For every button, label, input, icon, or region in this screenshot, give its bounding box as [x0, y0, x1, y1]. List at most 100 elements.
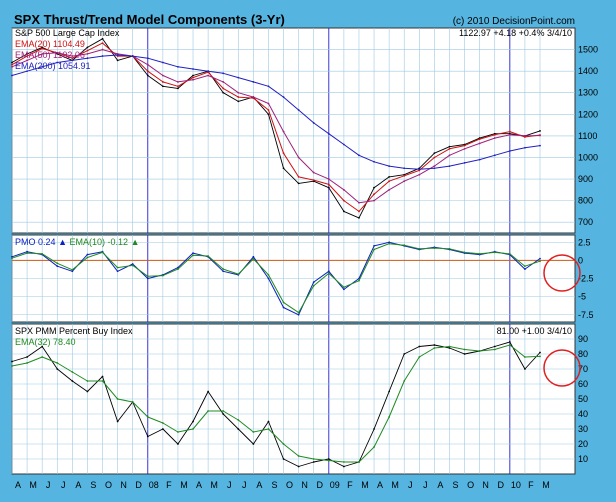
- data-point-pmm-ema-32: [207, 410, 210, 412]
- data-point-price-ema-200: [41, 65, 44, 68]
- data-point-pmm-ema-32: [41, 356, 44, 358]
- y-tick-label-pmm: 20: [578, 439, 588, 449]
- data-point-price-ema-200: [403, 167, 406, 170]
- data-point-price-ema-50: [418, 173, 421, 176]
- y-tick-label-price: 900: [578, 174, 593, 184]
- data-point-pmm-ema-32: [297, 455, 300, 457]
- data-point-pmo-pmo: [192, 252, 194, 255]
- data-point-pmm-spx-pmm-percent-buy-index: [312, 461, 315, 463]
- data-point-pmm-spx-pmm-percent-buy-index: [101, 375, 104, 378]
- ema200-value: 1054.91: [58, 61, 91, 71]
- data-point-pmo-pmo: [86, 253, 89, 256]
- data-point-pmo-ema-10: [131, 264, 134, 267]
- pmo-up-arrow-icon: ▲: [58, 237, 67, 247]
- data-point-pmo-pmo: [524, 268, 526, 270]
- pmo-signal-label: EMA(10): [70, 237, 106, 247]
- data-point-pmm-spx-pmm-percent-buy-index: [207, 390, 210, 393]
- data-point-pmm-spx-pmm-percent-buy-index: [161, 428, 164, 430]
- data-point-price-ema-200: [56, 61, 59, 64]
- data-point-pmm-ema-32: [524, 356, 526, 358]
- data-point-pmo-ema-10: [478, 252, 481, 255]
- data-point-price-ema-200: [342, 143, 345, 146]
- data-point-pmm-spx-pmm-percent-buy-index: [388, 390, 391, 393]
- data-point-price-ema-50: [237, 91, 240, 94]
- data-point-pmo-pmo: [146, 277, 149, 280]
- x-tick-label: D: [497, 480, 504, 490]
- x-tick-label: O: [105, 480, 112, 490]
- data-point-price-ema-20: [146, 70, 149, 73]
- data-point-price-ema-50: [373, 199, 375, 202]
- data-point-pmm-ema-32: [101, 380, 104, 382]
- data-point-price-s-p-500-large-cap-index: [539, 130, 541, 132]
- data-point-price-ema-50: [26, 59, 28, 62]
- data-point-price-ema-200: [207, 70, 210, 73]
- x-tick-label: D: [135, 480, 142, 490]
- data-point-price-ema-20: [448, 147, 451, 150]
- data-point-price-ema-200: [282, 96, 285, 98]
- data-point-price-ema-20: [358, 210, 360, 213]
- x-tick-label: M: [29, 480, 37, 490]
- x-tick-label: 10: [511, 480, 521, 490]
- pmo-label: PMO: [15, 237, 36, 247]
- copyright-text: (c) 2010 DecisionPoint.com: [453, 16, 575, 27]
- x-tick-label: M: [391, 480, 399, 490]
- data-point-price-ema-50: [282, 130, 285, 133]
- data-point-pmo-pmo: [327, 270, 330, 273]
- pmm-panel-name: SPX PMM Percent Buy Index: [15, 326, 133, 336]
- data-point-pmo-pmo: [11, 255, 13, 258]
- data-point-price-s-p-500-large-cap-index: [327, 186, 330, 189]
- data-point-pmo-ema-10: [41, 252, 44, 255]
- data-point-pmm-spx-pmm-percent-buy-index: [508, 341, 511, 343]
- x-tick-label: N: [301, 480, 308, 490]
- data-point-pmm-ema-32: [222, 410, 225, 412]
- data-point-pmm-spx-pmm-percent-buy-index: [418, 345, 421, 348]
- x-tick-label: A: [75, 480, 81, 490]
- y-tick-label-pmm: 50: [578, 394, 588, 404]
- series-line-price-s-p-500-large-cap-index: [11, 38, 541, 219]
- data-point-price-s-p-500-large-cap-index: [433, 152, 436, 155]
- data-point-price-ema-20: [41, 47, 44, 50]
- data-point-pmo-ema-10: [267, 273, 270, 276]
- data-point-pmm-ema-32: [327, 459, 330, 462]
- ema20-legend: EMA(20) 1104.49: [15, 39, 85, 49]
- data-point-price-s-p-500-large-cap-index: [342, 210, 345, 213]
- data-point-pmm-ema-32: [418, 356, 421, 358]
- data-point-price-ema-50: [56, 51, 59, 54]
- data-point-pmo-pmo: [267, 277, 270, 280]
- data-point-pmm-ema-32: [56, 362, 59, 364]
- data-point-pmm-spx-pmm-percent-buy-index: [463, 353, 466, 355]
- data-point-price-s-p-500-large-cap-index: [388, 175, 391, 178]
- data-point-price-ema-200: [192, 68, 194, 70]
- data-point-price-ema-20: [433, 156, 436, 159]
- series-line-pmo-pmo: [11, 241, 541, 316]
- tick-layer: 1500 1400 1300 1200 1100 1000 900 800 700 2.5 0 -2.…: [578, 45, 598, 464]
- x-tick-label: M: [180, 480, 188, 490]
- data-point-price-ema-200: [252, 81, 255, 83]
- data-point-pmm-ema-32: [433, 347, 436, 349]
- series-line-price-ema-20: [11, 42, 541, 212]
- ema50-value: 1102.06: [53, 50, 85, 60]
- y-tick-label-price: 1300: [578, 88, 598, 98]
- data-point-price-ema-50: [101, 48, 104, 51]
- data-point-pmm-spx-pmm-percent-buy-index: [267, 420, 270, 423]
- data-point-price-ema-50: [539, 134, 541, 137]
- data-point-price-ema-200: [463, 161, 466, 164]
- data-point-price-ema-20: [312, 179, 315, 182]
- data-point-price-ema-50: [358, 201, 360, 204]
- data-point-price-ema-20: [282, 152, 285, 155]
- data-point-pmo-ema-10: [161, 274, 164, 277]
- data-point-pmo-ema-10: [373, 248, 375, 251]
- data-point-price-s-p-500-large-cap-index: [116, 59, 119, 62]
- pmm-change: +1.00: [522, 326, 545, 336]
- data-point-pmm-ema-32: [86, 380, 89, 382]
- data-point-price-ema-50: [448, 154, 451, 157]
- data-point-pmm-spx-pmm-percent-buy-index: [524, 368, 526, 370]
- data-point-price-ema-50: [463, 147, 466, 150]
- x-tick-label: O: [286, 480, 293, 490]
- y-tick-label-pmm: 60: [578, 379, 588, 389]
- data-point-price-ema-20: [11, 63, 13, 66]
- data-point-price-s-p-500-large-cap-index: [448, 145, 451, 148]
- y-tick-label-price: 800: [578, 196, 593, 206]
- series-line-price-ema-50: [11, 49, 541, 204]
- data-point-pmo-pmo: [282, 306, 285, 309]
